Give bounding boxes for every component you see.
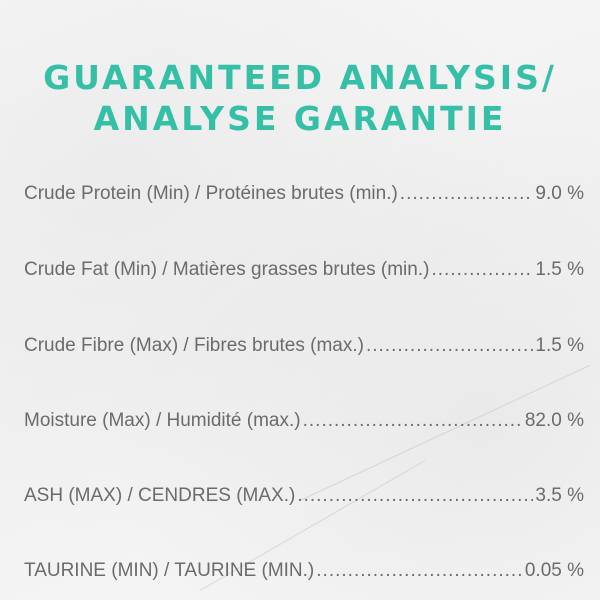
dot-leader <box>303 409 523 433</box>
row-value: 0.05 % <box>524 560 584 581</box>
row-value: 1.5 % <box>535 259 584 280</box>
dot-leader <box>316 559 523 583</box>
dot-leader <box>366 334 533 358</box>
row-value: 1.5 % <box>535 335 584 356</box>
analysis-row-moisture: Moisture (Max) / Humidité (max.) 82.0 % <box>24 409 584 433</box>
analysis-row-fibre: Crude Fibre (Max) / Fibres brutes (max.)… <box>24 334 584 358</box>
analysis-row-taurine: TAURINE (MIN) / TAURINE (MIN.) 0.05 % <box>24 559 584 583</box>
row-label: Crude Fat (Min) / Matières grasses brute… <box>24 259 430 280</box>
row-value: 3.5 % <box>535 485 584 506</box>
dot-leader <box>400 182 534 206</box>
analysis-row-ash: ASH (MAX) / CENDRES (MAX.) 3.5 % <box>24 484 584 508</box>
title-line-1: GUARANTEED ANALYSIS/ <box>43 58 557 97</box>
row-label: Moisture (Max) / Humidité (max.) <box>24 410 301 431</box>
row-value: 9.0 % <box>535 183 584 204</box>
row-label: Crude Protein (Min) / Protéines brutes (… <box>24 183 398 204</box>
dot-leader <box>297 484 533 508</box>
title-line-2: ANALYSE GARANTIE <box>93 99 507 138</box>
analysis-row-protein: Crude Protein (Min) / Protéines brutes (… <box>24 182 584 206</box>
row-label: Crude Fibre (Max) / Fibres brutes (max.) <box>24 335 364 356</box>
analysis-row-fat: Crude Fat (Min) / Matières grasses brute… <box>24 258 584 282</box>
row-label: ASH (MAX) / CENDRES (MAX.) <box>24 485 296 506</box>
row-label: TAURINE (MIN) / TAURINE (MIN.) <box>24 560 315 581</box>
row-value: 82.0 % <box>524 410 584 431</box>
dot-leader <box>431 258 533 282</box>
